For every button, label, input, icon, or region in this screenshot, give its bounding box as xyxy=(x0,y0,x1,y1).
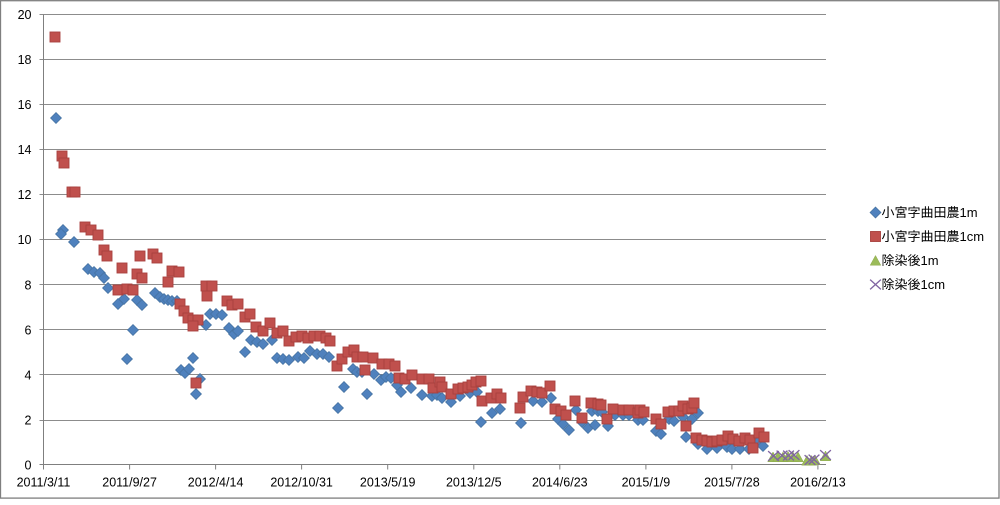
svg-text:2012/4/14: 2012/4/14 xyxy=(188,476,244,490)
svg-text:20: 20 xyxy=(18,8,32,22)
svg-text:16: 16 xyxy=(18,98,32,112)
svg-text:1cm: 1cm xyxy=(960,229,985,244)
svg-text:2012/10/31: 2012/10/31 xyxy=(270,476,333,490)
svg-text:2016/2/13: 2016/2/13 xyxy=(790,476,846,490)
svg-text:1m: 1m xyxy=(921,253,939,268)
svg-text:1cm: 1cm xyxy=(921,277,946,292)
svg-text:2014/6/23: 2014/6/23 xyxy=(532,476,588,490)
svg-text:2013/12/5: 2013/12/5 xyxy=(446,476,502,490)
svg-text:1m: 1m xyxy=(960,205,978,220)
svg-text:2011/3/11: 2011/3/11 xyxy=(17,476,71,490)
svg-text:6: 6 xyxy=(25,323,32,337)
svg-text:12: 12 xyxy=(18,188,32,202)
svg-text:0: 0 xyxy=(25,458,32,472)
svg-text:2013/5/19: 2013/5/19 xyxy=(360,476,416,490)
svg-text:2: 2 xyxy=(25,413,32,427)
svg-text:10: 10 xyxy=(18,233,32,247)
svg-text:14: 14 xyxy=(18,143,32,157)
svg-text:2015/1/9: 2015/1/9 xyxy=(622,476,671,490)
svg-text:4: 4 xyxy=(25,368,32,382)
svg-text:2011/9/27: 2011/9/27 xyxy=(102,476,157,490)
svg-text:8: 8 xyxy=(25,278,32,292)
svg-text:2015/7/28: 2015/7/28 xyxy=(704,476,760,490)
svg-text:18: 18 xyxy=(18,53,32,67)
